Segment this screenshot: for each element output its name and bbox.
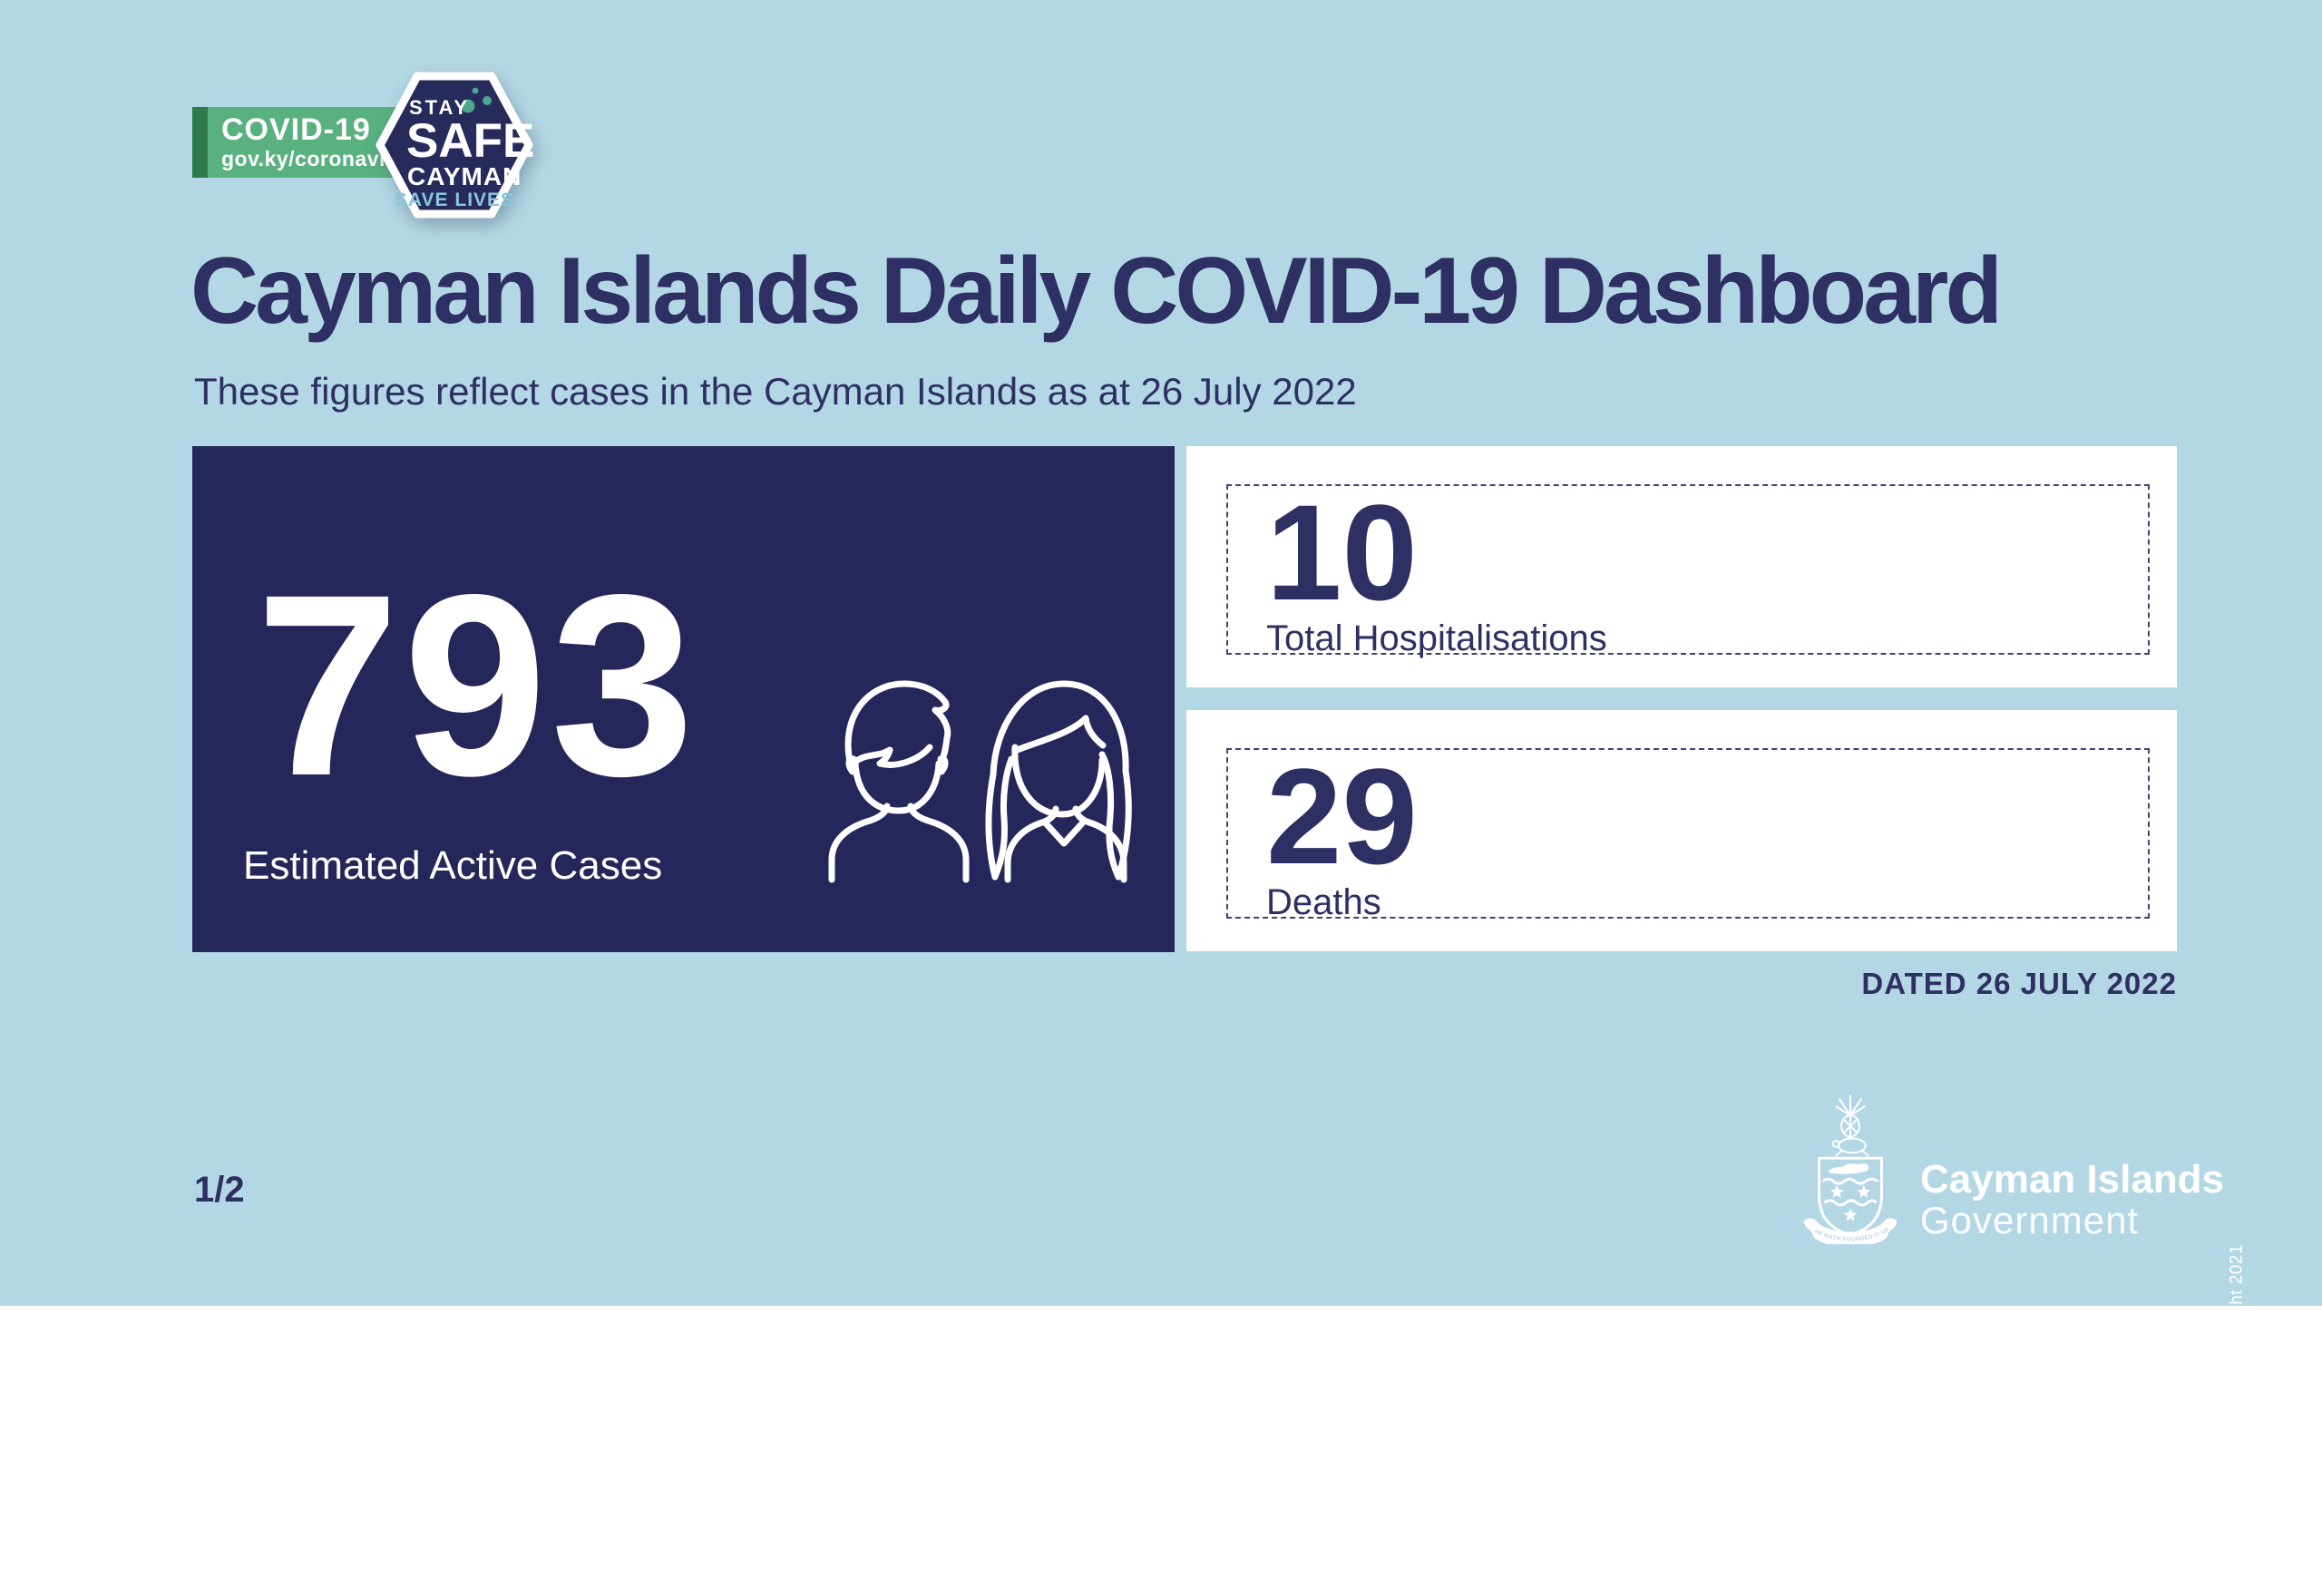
deaths-label: Deaths bbox=[1266, 882, 1381, 922]
badge-line-stay: STAY bbox=[409, 96, 471, 119]
deaths-value: 29 bbox=[1266, 740, 1418, 892]
stay-safe-cayman-badge: STAY SAFE CAYMAN SAVE LIVES bbox=[376, 71, 535, 219]
active-cases-value: 793 bbox=[256, 541, 698, 830]
dotted-border bbox=[1226, 484, 2150, 655]
dashboard-page: COVID-19 gov.ky/coronavirus STAY SAFE CA… bbox=[0, 0, 2322, 1306]
dated-label: DATED 26 JULY 2022 bbox=[1861, 967, 2177, 1000]
page-indicator: 1/2 bbox=[194, 1170, 245, 1210]
hospitalisations-value: 10 bbox=[1266, 476, 1418, 628]
ribbon-fold bbox=[192, 107, 208, 178]
hospitalisations-label: Total Hospitalisations bbox=[1266, 618, 1607, 658]
badge-dots-icon bbox=[461, 87, 492, 113]
cayman-government-crest-icon: HE HATH FOUNDED IT UPON THE SEAS bbox=[1797, 1090, 1898, 1244]
badge-line-safe: SAFE bbox=[406, 114, 535, 168]
hexagon-icon bbox=[376, 72, 533, 219]
page-title: Cayman Islands Daily COVID-19 Dashboard bbox=[190, 238, 2003, 344]
deaths-card: 29 Deaths bbox=[1186, 710, 2177, 951]
government-logo-line2: Government bbox=[1920, 1199, 2140, 1241]
hospitalisations-card: 10 Total Hospitalisations bbox=[1186, 446, 2177, 687]
active-cases-label: Estimated Active Cases bbox=[243, 843, 663, 888]
ribbon-title: COVID-19 bbox=[221, 112, 371, 147]
dotted-border bbox=[1226, 748, 2150, 919]
people-icon bbox=[828, 680, 1132, 883]
active-cases-card: 793 Estimated Active Cases bbox=[192, 446, 1175, 952]
page-subtitle: These figures reflect cases in the Cayma… bbox=[194, 370, 1357, 413]
badge-line-save-lives: SAVE LIVES bbox=[394, 190, 515, 210]
government-logo-line1: Cayman Islands bbox=[1920, 1157, 2225, 1202]
badge-line-cayman: CAYMAN bbox=[407, 162, 522, 190]
copyright-credit: graphics@gov.ky | © Crown Copyright 2021 bbox=[2227, 1244, 2246, 1596]
